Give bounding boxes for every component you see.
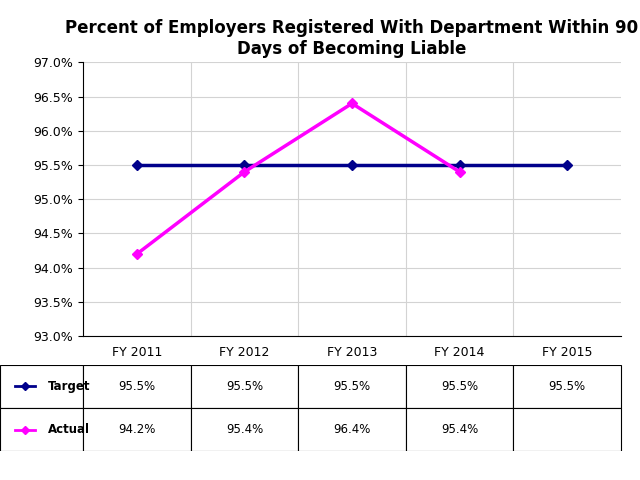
Text: 95.5%: 95.5%: [333, 380, 371, 393]
Text: 95.4%: 95.4%: [441, 423, 478, 436]
Bar: [83, 365, 191, 408]
Bar: [0, 365, 83, 408]
Bar: [513, 408, 621, 451]
Title: Percent of Employers Registered With Department Within 90
Days of Becoming Liabl: Percent of Employers Registered With Dep…: [65, 19, 639, 58]
Bar: [406, 365, 513, 408]
Text: 94.2%: 94.2%: [118, 423, 156, 436]
Bar: [298, 365, 406, 408]
Bar: [513, 365, 621, 408]
Bar: [298, 408, 406, 451]
Bar: [406, 408, 513, 451]
Text: 95.4%: 95.4%: [226, 423, 263, 436]
Text: Actual: Actual: [48, 423, 90, 436]
Bar: [191, 365, 298, 408]
Text: 95.5%: 95.5%: [118, 380, 156, 393]
Text: Target: Target: [48, 380, 91, 393]
Text: 95.5%: 95.5%: [441, 380, 478, 393]
Text: 95.5%: 95.5%: [548, 380, 586, 393]
Text: 96.4%: 96.4%: [333, 423, 371, 436]
Bar: [83, 408, 191, 451]
Text: 95.5%: 95.5%: [226, 380, 263, 393]
Bar: [0, 408, 83, 451]
Bar: [191, 408, 298, 451]
